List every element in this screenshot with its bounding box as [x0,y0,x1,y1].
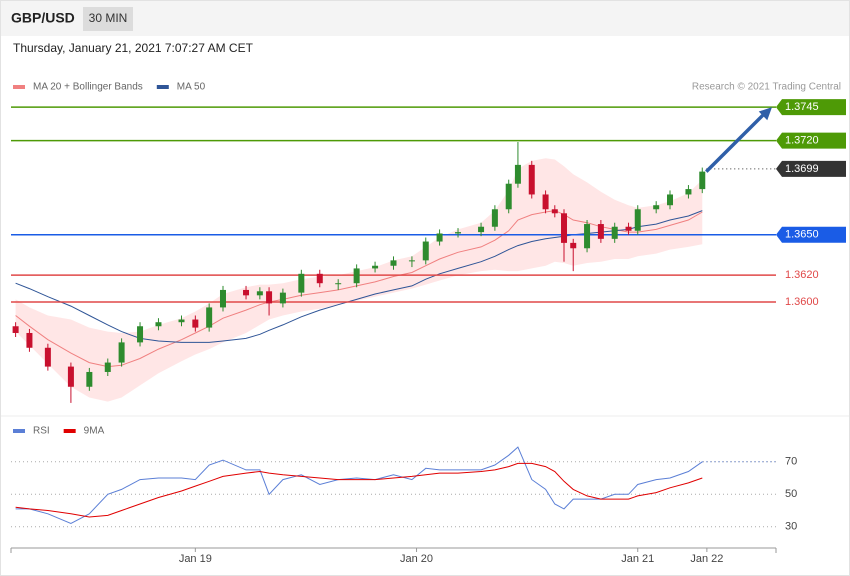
candle-body [436,233,443,242]
candle-body [390,260,397,266]
x-tick-label: Jan 22 [690,553,723,565]
candle-body [455,232,462,234]
candle-body [667,194,674,206]
candle-body [625,226,632,231]
interval-box[interactable] [83,7,133,31]
candle-body [372,265,379,269]
x-tick-label: Jan 19 [179,553,212,565]
candle-body [551,209,558,214]
candle-body [408,260,415,262]
candle-body [67,366,74,387]
credit: Research © 2021 Trading Central [692,82,841,93]
legend-label: RSI [33,426,50,437]
level-tag [776,160,846,177]
level-tag [776,226,846,243]
candle-body [155,322,162,327]
legend-label: MA 50 [177,82,206,93]
moving-average [15,210,703,343]
candle-body [542,194,549,210]
candle-body [634,209,641,231]
candle-body [86,371,93,387]
y-tick-label: 50 [785,488,797,500]
candle-body [118,342,125,363]
candle-body [528,164,535,195]
level-label: 1.3620 [785,269,819,281]
candle-body [514,164,521,184]
candle-body [104,362,111,372]
candle-body [178,319,185,323]
candle-body [699,171,706,190]
level-label: 1.3600 [785,296,819,308]
symbol: GBP/USD [11,10,75,26]
candle-body [256,291,263,296]
legend-swatch [13,85,25,89]
candle-body [279,292,286,304]
candle-body [653,205,660,210]
candle-body [266,291,273,304]
candle-body [685,189,692,195]
candle-body [422,241,429,261]
candle-body [12,326,19,333]
legend-swatch [156,85,169,89]
candle-body [219,289,226,308]
candle-body [335,283,342,285]
legend-swatch [13,429,25,433]
candle-body [316,273,323,284]
candle-body [353,268,360,284]
timestamp: Thursday, January 21, 2021 7:07:27 AM CE… [13,41,254,55]
x-tick-label: Jan 21 [621,553,654,565]
candle-body [243,289,250,296]
moving-average [15,210,703,368]
y-tick-label: 30 [785,521,797,533]
level-label: 1.3699 [785,163,819,175]
forecast-arrow [705,112,766,173]
x-tick-label: Jan 20 [400,553,433,565]
level-tag [776,132,846,149]
candle-body [26,332,33,348]
candle-body [584,224,591,249]
level-tag [776,99,846,116]
indicator-line [15,446,703,525]
candle-body [491,209,498,227]
legend-label: 9MA [84,426,105,437]
legend-swatch [63,429,76,433]
candle-body [478,226,485,233]
candle-body [44,347,51,367]
candle-body [611,226,618,239]
level-label: 1.3650 [785,229,819,241]
header-bar [1,1,849,36]
level-label: 1.3720 [785,135,819,147]
level-label: 1.3745 [785,101,819,113]
candle-body [192,319,199,328]
candle-body [597,224,604,239]
y-tick-label: 70 [785,456,797,468]
interval[interactable]: 30 MIN [89,11,128,25]
legend-label: MA 20 + Bollinger Bands [33,82,143,93]
candle-body [298,273,305,293]
candle-body [206,307,213,328]
forecast-arrowhead [758,107,772,121]
candle-body [570,242,577,249]
candle-body [505,183,512,210]
indicator-line [15,462,703,518]
candle-body [137,326,144,343]
candle-body [561,213,568,243]
